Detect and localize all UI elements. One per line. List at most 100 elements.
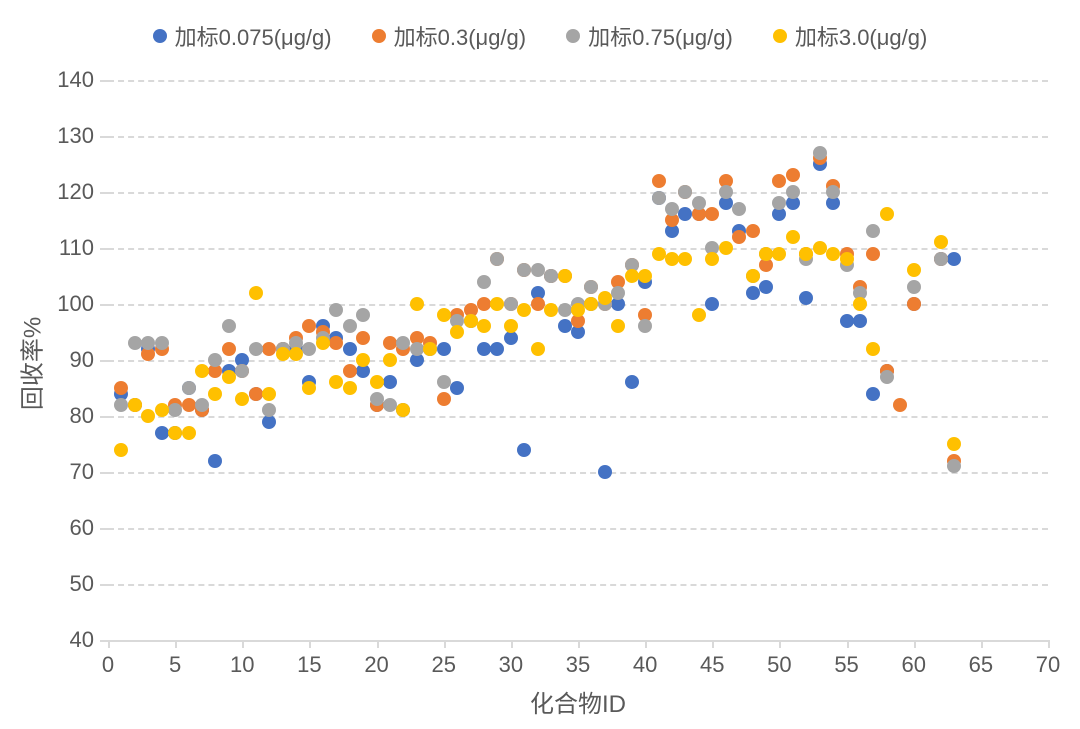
x-tick-mark — [914, 640, 916, 648]
legend: 加标0.075(μg/g)加标0.3(μg/g)加标0.75(μg/g)加标3.… — [0, 20, 1080, 52]
data-point — [383, 353, 397, 367]
x-tick-mark — [847, 640, 849, 648]
x-tick-label: 10 — [222, 652, 262, 678]
data-point — [262, 403, 276, 417]
x-tick-label: 50 — [759, 652, 799, 678]
gridline — [108, 80, 1048, 82]
data-point — [705, 252, 719, 266]
data-point — [517, 263, 531, 277]
data-point — [853, 314, 867, 328]
y-tick-label: 40 — [34, 627, 94, 653]
x-tick-mark — [444, 640, 446, 648]
y-tick-label: 120 — [34, 179, 94, 205]
data-point — [786, 168, 800, 182]
data-point — [584, 297, 598, 311]
data-point — [571, 303, 585, 317]
legend-item: 加标0.075(μg/g) — [153, 20, 332, 52]
data-point — [638, 319, 652, 333]
data-point — [880, 370, 894, 384]
data-point — [182, 398, 196, 412]
x-tick-mark — [645, 640, 647, 648]
y-tick-mark — [100, 80, 108, 82]
data-point — [464, 314, 478, 328]
data-point — [437, 308, 451, 322]
data-point — [329, 336, 343, 350]
data-point — [396, 403, 410, 417]
data-point — [907, 297, 921, 311]
x-tick-label: 5 — [155, 652, 195, 678]
x-tick-mark — [1048, 640, 1050, 648]
data-point — [316, 336, 330, 350]
data-point — [302, 319, 316, 333]
data-point — [880, 207, 894, 221]
data-point — [934, 252, 948, 266]
data-point — [692, 308, 706, 322]
y-tick-mark — [100, 136, 108, 138]
data-point — [907, 280, 921, 294]
y-tick-label: 90 — [34, 347, 94, 373]
data-point — [907, 263, 921, 277]
data-point — [652, 174, 666, 188]
data-point — [114, 381, 128, 395]
data-point — [652, 191, 666, 205]
data-point — [477, 319, 491, 333]
y-tick-label: 110 — [34, 235, 94, 261]
x-tick-mark — [377, 640, 379, 648]
data-point — [853, 297, 867, 311]
data-point — [477, 297, 491, 311]
x-tick-label: 0 — [88, 652, 128, 678]
data-point — [719, 241, 733, 255]
legend-marker-icon — [372, 29, 386, 43]
data-point — [759, 280, 773, 294]
y-tick-mark — [100, 304, 108, 306]
data-point — [772, 174, 786, 188]
data-point — [383, 375, 397, 389]
data-point — [437, 392, 451, 406]
x-tick-label: 40 — [625, 652, 665, 678]
x-tick-mark — [981, 640, 983, 648]
data-point — [947, 252, 961, 266]
data-point — [746, 269, 760, 283]
data-point — [692, 196, 706, 210]
data-point — [235, 392, 249, 406]
data-point — [477, 275, 491, 289]
data-point — [490, 252, 504, 266]
data-point — [276, 347, 290, 361]
data-point — [934, 235, 948, 249]
data-point — [249, 286, 263, 300]
gridline — [108, 416, 1048, 418]
data-point — [866, 247, 880, 261]
legend-item: 加标0.3(μg/g) — [372, 20, 527, 52]
data-point — [343, 319, 357, 333]
data-point — [490, 297, 504, 311]
data-point — [705, 297, 719, 311]
data-point — [786, 230, 800, 244]
data-point — [356, 308, 370, 322]
data-point — [598, 291, 612, 305]
data-point — [329, 303, 343, 317]
data-point — [356, 331, 370, 345]
y-tick-label: 140 — [34, 67, 94, 93]
data-point — [558, 319, 572, 333]
data-point — [504, 297, 518, 311]
data-point — [544, 303, 558, 317]
data-point — [504, 319, 518, 333]
data-point — [840, 252, 854, 266]
data-point — [893, 398, 907, 412]
gridline — [108, 584, 1048, 586]
data-point — [531, 263, 545, 277]
data-point — [370, 392, 384, 406]
data-point — [155, 426, 169, 440]
y-tick-label: 50 — [34, 571, 94, 597]
data-point — [450, 325, 464, 339]
y-tick-mark — [100, 248, 108, 250]
data-point — [746, 286, 760, 300]
data-point — [826, 185, 840, 199]
data-point — [799, 247, 813, 261]
data-point — [772, 196, 786, 210]
data-point — [141, 409, 155, 423]
x-tick-label: 25 — [424, 652, 464, 678]
data-point — [222, 319, 236, 333]
data-point — [584, 280, 598, 294]
data-point — [772, 247, 786, 261]
